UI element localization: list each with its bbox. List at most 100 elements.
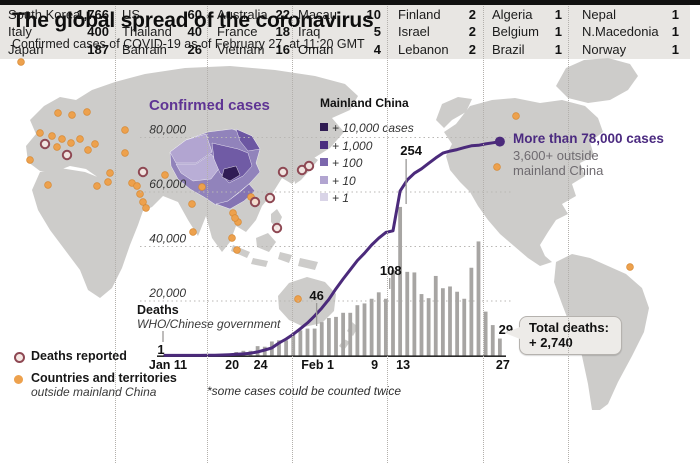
country-case-count: 22 bbox=[275, 7, 290, 22]
daily-deaths-bar bbox=[405, 271, 410, 356]
daily-deaths-bar bbox=[305, 328, 310, 356]
legend-swatch-icon bbox=[320, 158, 328, 166]
deaths-caption: Deaths bbox=[137, 303, 179, 317]
countries-label: Countries and territories bbox=[31, 371, 177, 385]
case-country-dot bbox=[512, 112, 520, 120]
case-country-dot bbox=[17, 58, 25, 66]
x-axis-tick-label: 27 bbox=[496, 358, 510, 372]
chart-title: Confirmed cases bbox=[149, 97, 270, 114]
daily-deaths-bar bbox=[355, 305, 360, 356]
table-column: Macau 10 Iraq 5 Oman 4 bbox=[298, 0, 381, 59]
country-case-count: 18 bbox=[275, 24, 290, 40]
table-row: Oman 4 bbox=[298, 42, 381, 59]
death-reported-circle bbox=[249, 196, 261, 208]
total-deaths-value: + 2,740 bbox=[529, 335, 573, 350]
country-case-count: 60 bbox=[187, 7, 202, 22]
death-reported-circle bbox=[264, 192, 276, 204]
legend-item-label: + 100 bbox=[332, 156, 363, 170]
case-country-dot bbox=[58, 135, 66, 143]
table-column-divider bbox=[568, 6, 569, 463]
country-name: France bbox=[217, 24, 258, 40]
country-case-count: 1 bbox=[554, 41, 562, 57]
country-case-count: 1 bbox=[554, 24, 562, 40]
countries-dot-icon bbox=[14, 375, 23, 384]
table-row: Australia 22 bbox=[217, 7, 290, 24]
table-row: Israel 2 bbox=[398, 24, 476, 41]
table-column: Nepal 1 N.Macedonia 1 Norway 1 bbox=[582, 0, 679, 59]
table-column-divider bbox=[207, 6, 208, 463]
country-cases-table: South Korea 1,766 Italy 400 Japan 187 US 60 Thai… bbox=[0, 0, 690, 463]
x-axis-tick-label: Feb 1 bbox=[301, 358, 334, 372]
country-name: Japan bbox=[8, 41, 44, 57]
case-country-dot bbox=[54, 109, 62, 117]
table-row: Iraq 5 bbox=[298, 24, 381, 41]
legend-item-label: + 1,000 bbox=[332, 138, 373, 153]
country-name: Iraq bbox=[298, 24, 321, 40]
case-country-dot bbox=[44, 181, 52, 189]
table-column-divider bbox=[387, 6, 388, 463]
country-case-count: 40 bbox=[187, 24, 202, 40]
daily-deaths-bar bbox=[334, 316, 338, 356]
bar-value-label: 1 bbox=[157, 342, 164, 357]
table-row: Lebanon 2 bbox=[398, 42, 476, 59]
daily-deaths-bar bbox=[341, 312, 346, 356]
case-country-dot bbox=[189, 228, 197, 236]
china-legend-title: Mainland China bbox=[320, 96, 409, 110]
case-country-dot bbox=[36, 129, 44, 137]
country-case-count: 16 bbox=[275, 41, 290, 57]
case-country-dot bbox=[83, 108, 91, 116]
country-name: Thailand bbox=[122, 24, 172, 40]
table-column: Finland 2 Israel 2 Lebanon 2 bbox=[398, 0, 476, 59]
death-reported-circle bbox=[277, 166, 289, 178]
country-case-count: 10 bbox=[366, 7, 381, 22]
page-title: The global spread of the coronavirus bbox=[12, 9, 374, 32]
table-row: Brazil 1 bbox=[492, 42, 562, 59]
daily-deaths-bar bbox=[312, 328, 317, 356]
table-column-divider bbox=[115, 6, 116, 463]
table-row: Bahrain 26 bbox=[122, 42, 202, 59]
china-choropleth bbox=[169, 128, 261, 210]
x-axis-tick-label: 13 bbox=[396, 358, 410, 372]
case-country-dot bbox=[76, 135, 84, 143]
table-row: France 18 bbox=[217, 24, 290, 41]
x-axis-tick-label: 9 bbox=[371, 358, 378, 372]
case-country-dot bbox=[233, 246, 241, 254]
daily-deaths-bar bbox=[497, 338, 502, 356]
legend-swatch-icon bbox=[320, 140, 328, 149]
daily-deaths-bar bbox=[469, 267, 474, 356]
country-name: Brazil bbox=[492, 41, 525, 57]
case-country-dot bbox=[139, 198, 147, 206]
daily-deaths-bar bbox=[284, 340, 289, 356]
y-axis-tick-label: 60,000 bbox=[149, 177, 186, 191]
callout-tail bbox=[505, 327, 520, 339]
top-rule bbox=[0, 0, 700, 5]
x-axis-tick-label: 20 bbox=[225, 358, 239, 372]
total-deaths-callout: Total deaths: + 2,740 bbox=[519, 316, 622, 355]
table-column-divider bbox=[483, 6, 484, 463]
daily-deaths-bar bbox=[326, 318, 331, 356]
country-case-count: 5 bbox=[373, 24, 381, 40]
daily-deaths-bar bbox=[398, 206, 403, 356]
table-row: Japan 187 bbox=[8, 42, 109, 59]
case-country-dot bbox=[84, 146, 92, 154]
legend-item-label: + 10,000 cases bbox=[332, 121, 414, 135]
legend-item-label: + 10 bbox=[332, 173, 356, 188]
x-axis-tick-label: Jan 11 bbox=[149, 358, 187, 372]
country-name: Norway bbox=[582, 41, 627, 57]
table-column-divider bbox=[292, 6, 293, 463]
table-row: Italy 400 bbox=[8, 24, 109, 41]
case-country-dot bbox=[493, 163, 501, 171]
case-country-dot bbox=[142, 204, 150, 212]
country-name: Belgium bbox=[492, 24, 539, 40]
y-axis-tick-label: 20,000 bbox=[148, 286, 186, 300]
bar-value-label: 108 bbox=[380, 263, 402, 278]
bar-value-label: 254 bbox=[400, 143, 422, 158]
death-reported-circle bbox=[137, 166, 149, 178]
case-country-dot bbox=[48, 132, 56, 140]
line-end-dot bbox=[494, 136, 505, 147]
country-name: Italy bbox=[8, 24, 32, 40]
deaths-source: WHO/Chinese government bbox=[137, 317, 281, 331]
death-reported-circle bbox=[271, 222, 283, 234]
daily-deaths-bar bbox=[419, 294, 424, 356]
